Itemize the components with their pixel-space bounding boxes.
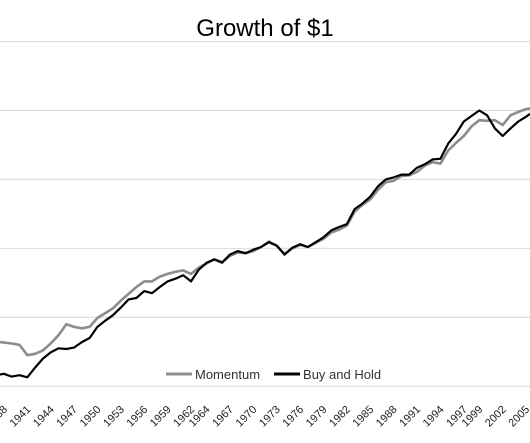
x-tick-label-1991: 1991 bbox=[397, 404, 423, 430]
x-tick-label-1944: 1944 bbox=[31, 404, 57, 430]
x-tick-label-1982: 1982 bbox=[327, 404, 353, 430]
x-tick-label-1994: 1994 bbox=[421, 404, 447, 430]
x-tick-label-1953: 1953 bbox=[101, 404, 127, 430]
x-tick-label-1979: 1979 bbox=[304, 404, 330, 430]
x-axis-tick-labels: 1938194119441947195019531956195919621964… bbox=[0, 404, 530, 430]
legend: Momentum Buy and Hold bbox=[166, 367, 381, 382]
gridlines bbox=[0, 41, 530, 387]
x-tick-label-1973: 1973 bbox=[257, 404, 283, 430]
x-tick-label-1947: 1947 bbox=[54, 404, 80, 430]
x-tick-label-1985: 1985 bbox=[351, 404, 377, 430]
x-tick-label-2002: 2002 bbox=[483, 404, 509, 430]
legend-label-1: Buy and Hold bbox=[303, 367, 381, 382]
series-lines bbox=[0, 107, 530, 379]
x-tick-label-1967: 1967 bbox=[210, 404, 236, 430]
x-tick-label-1956: 1956 bbox=[125, 404, 151, 430]
series-line-momentum bbox=[0, 107, 530, 357]
chart-title: Growth of $1 bbox=[196, 15, 333, 42]
x-tick-label-1950: 1950 bbox=[78, 404, 104, 430]
series-line-buy-and-hold bbox=[0, 109, 530, 379]
x-tick-label-1988: 1988 bbox=[374, 404, 400, 430]
x-tick-label-1976: 1976 bbox=[280, 404, 306, 430]
x-tick-label-1941: 1941 bbox=[8, 404, 34, 430]
x-tick-label-1970: 1970 bbox=[234, 404, 260, 430]
x-tick-label-1938: 1938 bbox=[0, 404, 10, 430]
x-tick-label-2005: 2005 bbox=[506, 404, 530, 430]
x-tick-label-1959: 1959 bbox=[148, 404, 174, 430]
legend-label-0: Momentum bbox=[195, 367, 260, 382]
